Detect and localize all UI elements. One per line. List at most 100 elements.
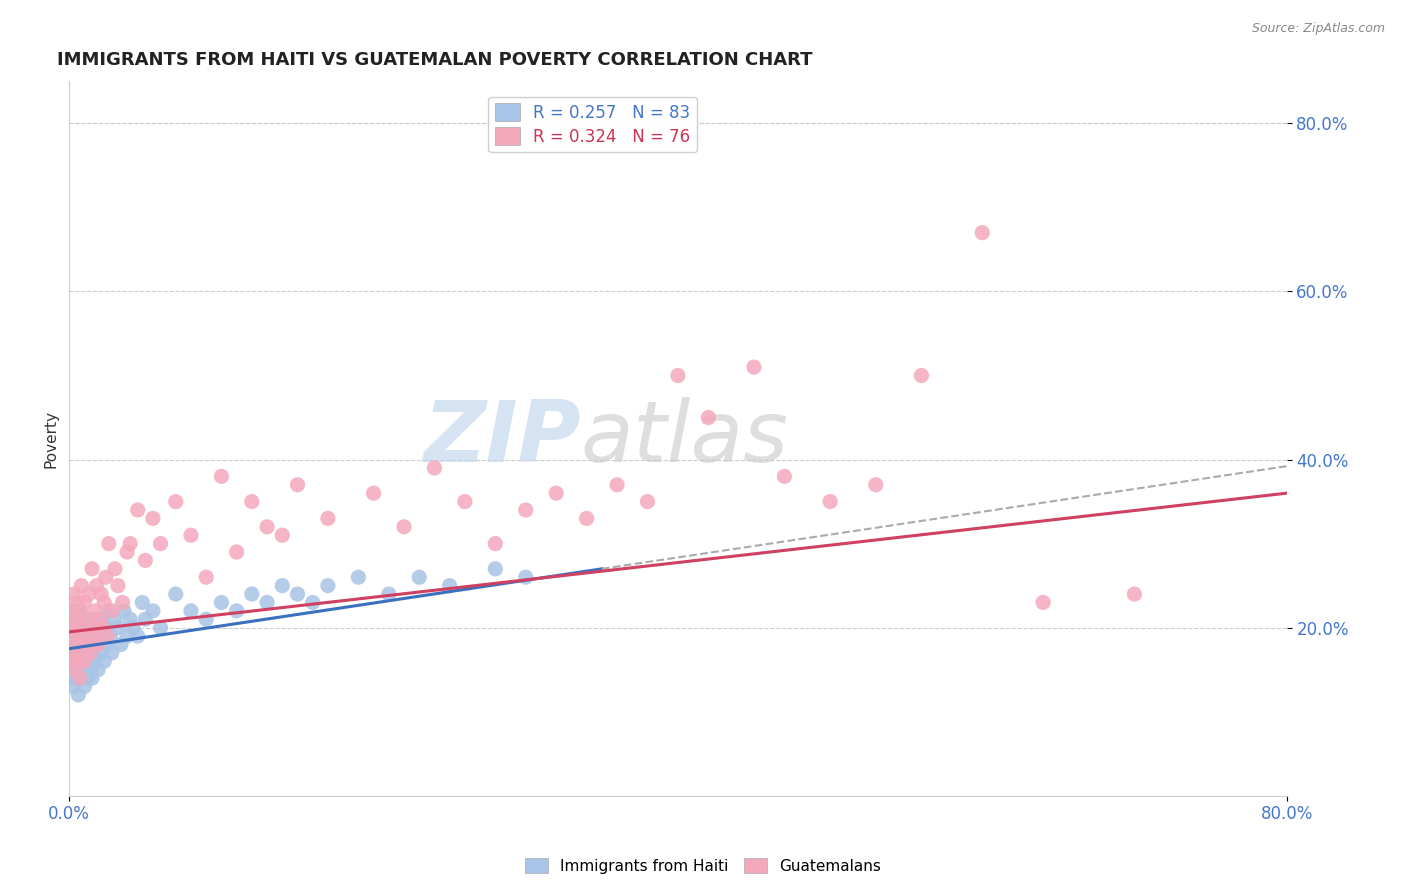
Point — [484, 536, 506, 550]
Point — [378, 587, 401, 601]
Point — [70, 646, 93, 660]
Point — [240, 587, 263, 601]
Point — [84, 621, 107, 635]
Point — [69, 638, 91, 652]
Point — [240, 494, 263, 508]
Point — [66, 595, 89, 609]
Point — [104, 562, 127, 576]
Point — [80, 638, 103, 652]
Point — [86, 638, 108, 652]
Point — [697, 410, 720, 425]
Point — [67, 654, 90, 668]
Point — [120, 536, 142, 550]
Point — [149, 621, 172, 635]
Point — [62, 680, 84, 694]
Point — [90, 587, 112, 601]
Point — [72, 629, 94, 643]
Point — [107, 621, 129, 635]
Point — [76, 671, 98, 685]
Point — [110, 638, 132, 652]
Point — [93, 595, 115, 609]
Text: atlas: atlas — [581, 397, 789, 480]
Point — [101, 604, 124, 618]
Point — [115, 629, 138, 643]
Point — [96, 629, 118, 643]
Legend: R = 0.257   N = 83, R = 0.324   N = 76: R = 0.257 N = 83, R = 0.324 N = 76 — [488, 97, 697, 153]
Point — [742, 360, 765, 375]
Point — [195, 612, 218, 626]
Point — [180, 528, 202, 542]
Point — [67, 629, 90, 643]
Point — [72, 654, 94, 668]
Point — [69, 604, 91, 618]
Point — [60, 604, 83, 618]
Point — [65, 663, 87, 677]
Point — [209, 469, 232, 483]
Point — [67, 688, 90, 702]
Point — [439, 579, 461, 593]
Point — [225, 604, 247, 618]
Point — [134, 612, 156, 626]
Text: ZIP: ZIP — [423, 397, 581, 480]
Point — [89, 612, 111, 626]
Point — [1032, 595, 1054, 609]
Point — [120, 612, 142, 626]
Y-axis label: Poverty: Poverty — [44, 409, 58, 467]
Point — [72, 629, 94, 643]
Point — [484, 562, 506, 576]
Point — [65, 638, 87, 652]
Point — [271, 528, 294, 542]
Point — [127, 503, 149, 517]
Point — [79, 629, 101, 643]
Point — [69, 604, 91, 618]
Point — [80, 671, 103, 685]
Point — [93, 654, 115, 668]
Point — [94, 621, 117, 635]
Point — [666, 368, 689, 383]
Point — [256, 595, 278, 609]
Point — [76, 612, 98, 626]
Point — [70, 671, 93, 685]
Point — [60, 671, 83, 685]
Point — [165, 494, 187, 508]
Point — [910, 368, 932, 383]
Point — [79, 663, 101, 677]
Legend: Immigrants from Haiti, Guatemalans: Immigrants from Haiti, Guatemalans — [519, 852, 887, 880]
Point — [101, 646, 124, 660]
Point — [131, 595, 153, 609]
Point — [80, 562, 103, 576]
Point — [70, 579, 93, 593]
Point — [408, 570, 430, 584]
Point — [66, 621, 89, 635]
Point — [66, 638, 89, 652]
Point — [97, 536, 120, 550]
Point — [316, 579, 339, 593]
Point — [111, 595, 134, 609]
Point — [90, 646, 112, 660]
Point — [83, 646, 105, 660]
Point — [60, 621, 83, 635]
Point — [59, 654, 82, 668]
Point — [127, 629, 149, 643]
Point — [73, 595, 96, 609]
Point — [79, 646, 101, 660]
Point — [77, 587, 100, 601]
Point — [96, 638, 118, 652]
Point — [195, 570, 218, 584]
Point — [112, 604, 135, 618]
Point — [606, 477, 628, 491]
Point — [287, 587, 309, 601]
Point — [94, 570, 117, 584]
Point — [87, 663, 110, 677]
Point — [347, 570, 370, 584]
Point — [225, 545, 247, 559]
Point — [73, 646, 96, 660]
Point — [69, 671, 91, 685]
Point — [122, 621, 145, 635]
Point — [84, 604, 107, 618]
Point — [104, 612, 127, 626]
Point — [91, 621, 114, 635]
Point — [89, 629, 111, 643]
Point — [271, 579, 294, 593]
Point — [75, 638, 97, 652]
